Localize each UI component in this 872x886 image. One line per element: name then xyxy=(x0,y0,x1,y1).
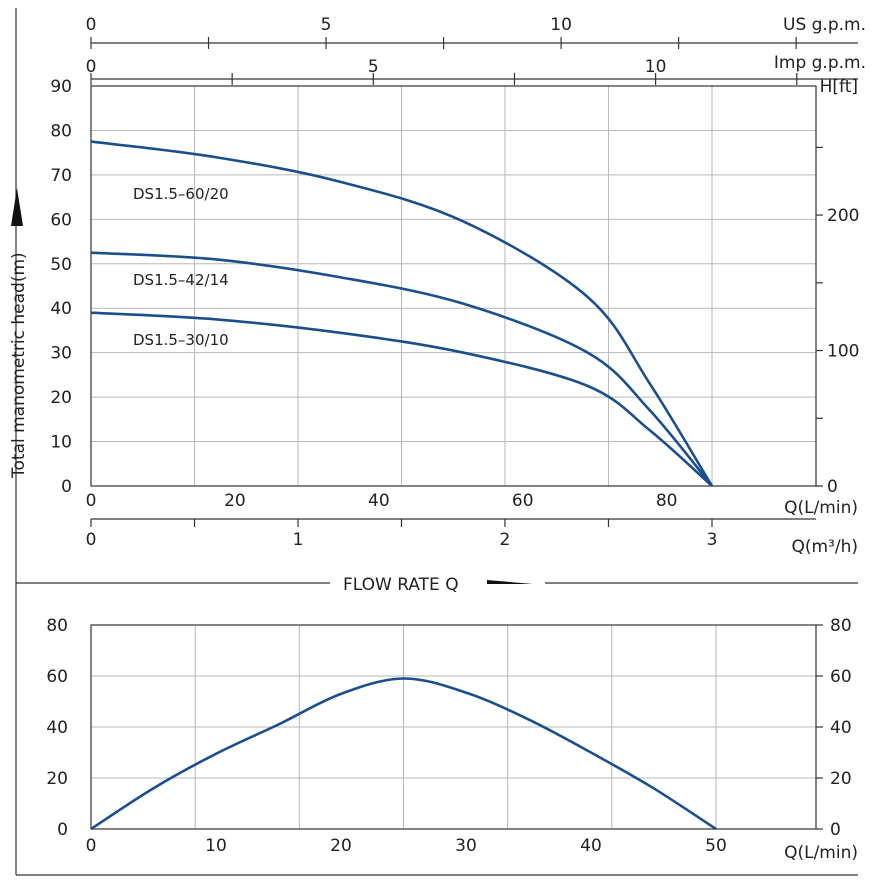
curve-label: DS1.5–42/14 xyxy=(133,271,229,289)
head-y-tick-label: 40 xyxy=(50,299,72,319)
head-y-axis-label: Total manometric head(m) xyxy=(9,252,29,479)
head-y-tick-label: 60 xyxy=(50,210,72,230)
power-x-axis-label: Q(L/min) xyxy=(784,843,858,863)
power-right-tick-label: 80 xyxy=(830,616,852,636)
y-axis-arrow-icon xyxy=(11,188,23,226)
ft-tick-label: 100 xyxy=(827,342,859,362)
power-x-tick-label: 20 xyxy=(330,836,352,856)
head-y-tick-label: 50 xyxy=(50,255,72,275)
head-x-axis-label: Q(L/min) xyxy=(784,498,858,518)
m3h-axis-label: Q(m³/h) xyxy=(791,537,858,557)
m3h-tick-label: 2 xyxy=(500,530,511,550)
imp-gpm-tick-label: 5 xyxy=(368,57,379,77)
imp-gpm-axis-label: Imp g.p.m. xyxy=(774,53,866,73)
head-x-tick-label: 20 xyxy=(224,491,246,511)
imp-gpm-tick-label: 10 xyxy=(645,57,667,77)
head-y-tick-label: 70 xyxy=(50,166,72,186)
ft-tick-label: 200 xyxy=(827,206,859,226)
curve-label: DS1.5–60/20 xyxy=(133,185,229,203)
us-gpm-tick-label: 0 xyxy=(86,15,97,35)
head-curve xyxy=(90,251,714,487)
head-plot-area xyxy=(90,85,817,487)
head-x-tick-label: 60 xyxy=(512,491,534,511)
power-y-tick-label: 40 xyxy=(46,718,68,738)
head-x-tick-label: 0 xyxy=(86,491,97,511)
head-curve xyxy=(90,140,714,487)
us-gpm-axis-label: US g.p.m. xyxy=(783,15,866,35)
power-right-tick-label: 40 xyxy=(830,718,852,738)
flow-rate-arrow-icon xyxy=(487,580,533,584)
power-right-tick-label: 60 xyxy=(830,667,852,687)
ft-tick-label: 0 xyxy=(827,477,838,497)
imp-gpm-tick-label: 0 xyxy=(86,57,97,77)
power-x-tick-label: 10 xyxy=(205,836,227,856)
head-y-tick-label: 90 xyxy=(50,77,72,97)
flow-rate-label: FLOW RATE Q xyxy=(343,575,459,595)
power-x-tick-label: 50 xyxy=(705,836,727,856)
head-y-tick-label: 30 xyxy=(50,344,72,364)
head-curve xyxy=(90,311,713,487)
head-y-tick-label: 0 xyxy=(61,477,72,497)
power-x-tick-label: 30 xyxy=(455,836,477,856)
m3h-tick-label: 1 xyxy=(293,530,304,550)
us-gpm-tick-label: 10 xyxy=(550,15,572,35)
ft-axis-label: H[ft] xyxy=(820,77,858,97)
m3h-tick-label: 3 xyxy=(707,530,718,550)
power-y-tick-label: 20 xyxy=(46,769,68,789)
us-gpm-tick-label: 5 xyxy=(321,15,332,35)
power-curve xyxy=(90,677,717,831)
power-y-tick-label: 60 xyxy=(46,667,68,687)
power-y-tick-label: 80 xyxy=(46,616,68,636)
power-right-tick-label: 20 xyxy=(830,769,852,789)
head-x-tick-label: 80 xyxy=(656,491,678,511)
head-x-tick-label: 40 xyxy=(368,491,390,511)
power-right-tick-label: 0 xyxy=(830,820,841,840)
power-y-tick-label: 0 xyxy=(57,820,68,840)
head-y-tick-label: 80 xyxy=(50,121,72,141)
power-x-tick-label: 40 xyxy=(580,836,602,856)
curve-label: DS1.5–30/10 xyxy=(133,331,229,349)
head-y-tick-label: 10 xyxy=(50,433,72,453)
power-x-tick-label: 0 xyxy=(86,836,97,856)
m3h-tick-label: 0 xyxy=(86,530,97,550)
head-y-tick-label: 20 xyxy=(50,388,72,408)
